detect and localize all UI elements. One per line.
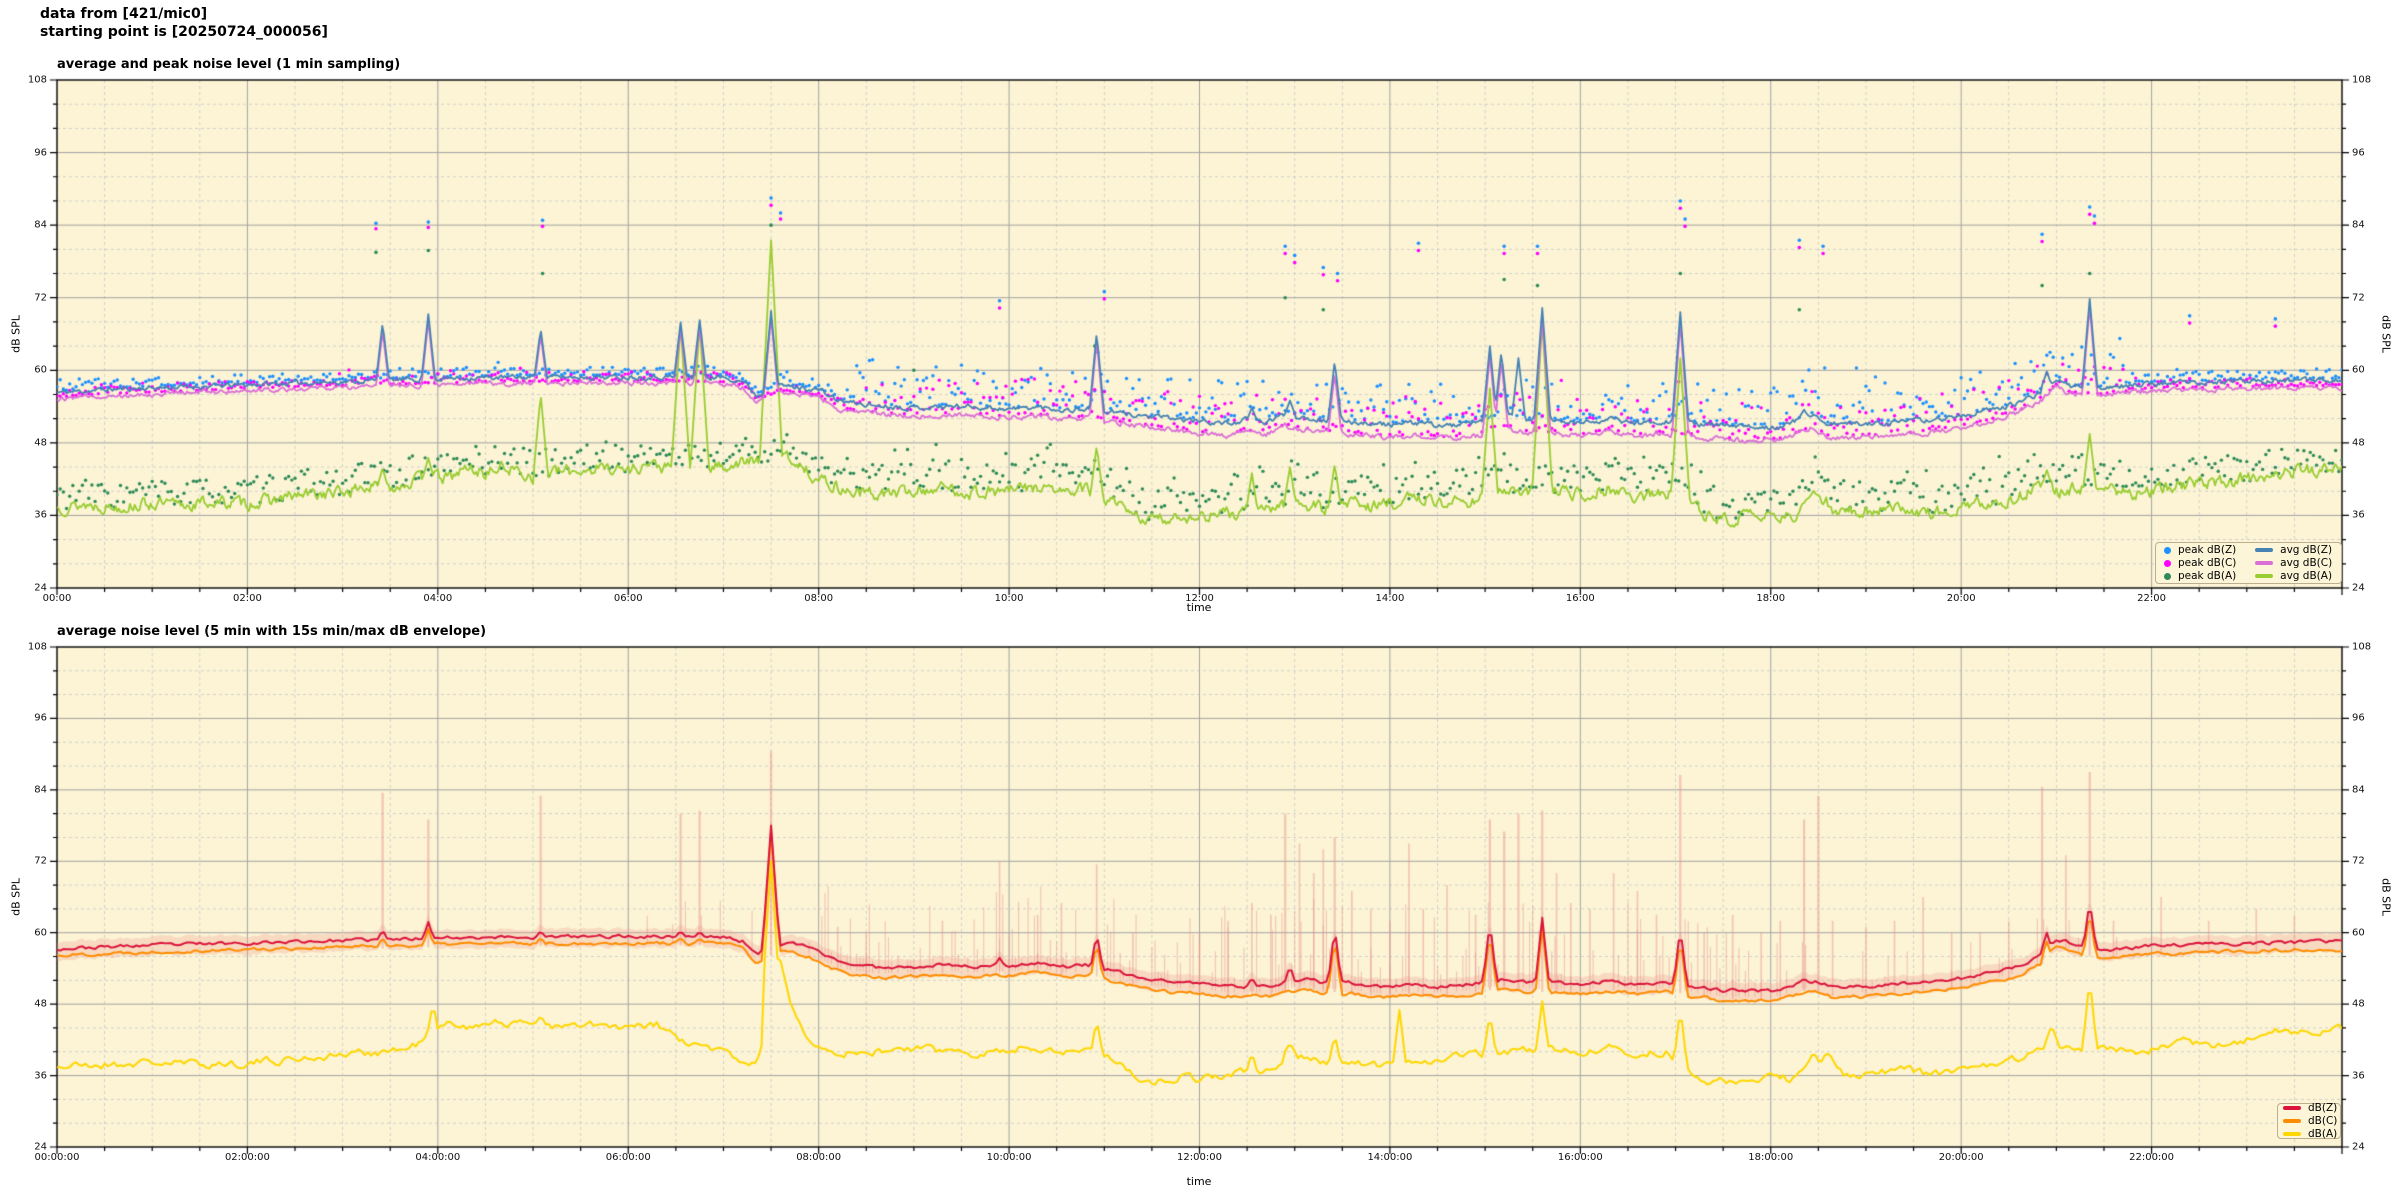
x-tick-label: 10:00:00 xyxy=(986,1152,1032,1163)
x-tick-label: 00:00 xyxy=(42,593,72,604)
legend-entry: peak dB(C) xyxy=(2164,557,2237,570)
y-tick-label: 48 xyxy=(34,998,47,1010)
x-tick-label: 04:00 xyxy=(423,593,453,604)
x-tick-label: 22:00 xyxy=(2137,593,2166,604)
header-line-starting-point: starting point is [20250724_000056] xyxy=(40,24,328,40)
legend-label: avg dB(Z) xyxy=(2280,544,2333,556)
x-tick-label: 22:00:00 xyxy=(2129,1152,2175,1163)
x-tick-label: 12:00:00 xyxy=(1177,1152,1222,1163)
legend-dot-marker-icon xyxy=(2164,559,2171,567)
legend-label: peak dB(C) xyxy=(2178,557,2237,569)
legend-line-marker-icon xyxy=(2283,1106,2301,1110)
x-tick-label: 08:00 xyxy=(804,593,834,604)
y-axis-label-top-left: dB SPL xyxy=(9,315,23,353)
y-tick-label: 72 xyxy=(2352,292,2365,304)
y-tick-label: 96 xyxy=(2352,712,2365,724)
y-tick-label: 36 xyxy=(2352,509,2365,521)
legend-label: avg dB(A) xyxy=(2280,570,2333,582)
chart-title-bottom: average noise level (5 min with 15s min/… xyxy=(57,624,487,639)
y-tick-label: 108 xyxy=(27,74,47,86)
y-tick-label: 96 xyxy=(2352,147,2365,159)
x-tick-label: 16:00:00 xyxy=(1557,1152,1603,1163)
x-tick-label: 04:00:00 xyxy=(415,1152,461,1163)
legend-entry: avg dB(Z) xyxy=(2255,544,2333,557)
legend-entry: avg dB(C) xyxy=(2255,557,2333,570)
y-tick-label: 72 xyxy=(2352,855,2365,867)
y-tick-label: 36 xyxy=(34,509,47,521)
y-tick-label: 84 xyxy=(34,784,47,796)
legend-label: avg dB(C) xyxy=(2280,557,2333,569)
x-tick-label: 16:00 xyxy=(1565,593,1595,604)
y-tick-label: 60 xyxy=(34,927,47,939)
y-tick-label: 48 xyxy=(2352,437,2365,449)
legend-line-marker-icon xyxy=(2255,561,2274,565)
y-tick-label: 96 xyxy=(34,712,47,724)
y-axis-label-bottom-left: dB SPL xyxy=(9,878,23,916)
y-tick-label: 108 xyxy=(2352,641,2372,653)
legend-label: dB(A) xyxy=(2308,1128,2338,1140)
y-tick-label: 36 xyxy=(34,1070,47,1082)
legend-entry: avg dB(A) xyxy=(2255,570,2333,583)
y-tick-label: 60 xyxy=(34,364,47,376)
y-tick-label: 108 xyxy=(2352,74,2372,86)
legend-bottom-chart: dB(Z) dB(C) dB(A) xyxy=(2277,1102,2341,1141)
legend-entry: dB(A) xyxy=(2283,1128,2337,1141)
legend-dot-marker-icon xyxy=(2164,572,2171,580)
legend-entry: dB(Z) xyxy=(2283,1102,2337,1115)
y-tick-label: 96 xyxy=(34,147,47,159)
legend-top-chart: peak dB(Z) avg dB(Z) peak dB(C) avg dB(C) pe… xyxy=(2155,542,2342,584)
legend-entry: dB(C) xyxy=(2283,1115,2337,1128)
y-tick-label: 72 xyxy=(34,292,47,304)
x-axis-label-top: time xyxy=(1186,601,1212,614)
legend-line-marker-icon xyxy=(2255,548,2274,552)
y-tick-label: 84 xyxy=(34,219,47,231)
legend-line-marker-icon xyxy=(2255,574,2274,578)
y-tick-label: 72 xyxy=(34,855,47,867)
y-tick-label: 108 xyxy=(27,641,47,653)
header-line-source: data from [421/mic0] xyxy=(40,6,208,22)
legend-label: dB(Z) xyxy=(2308,1102,2338,1114)
chart-title-top: average and peak noise level (1 min samp… xyxy=(57,57,401,72)
legend-line-marker-icon xyxy=(2283,1119,2301,1123)
y-tick-label: 84 xyxy=(2352,219,2365,231)
legend-line-marker-icon xyxy=(2283,1132,2301,1136)
y-tick-label: 60 xyxy=(2352,927,2365,939)
x-tick-label: 06:00 xyxy=(613,593,643,604)
legend-label: peak dB(A) xyxy=(2178,570,2237,582)
x-tick-label: 00:00:00 xyxy=(34,1152,80,1163)
y-tick-label: 24 xyxy=(2352,1141,2365,1153)
x-tick-label: 06:00:00 xyxy=(605,1152,651,1163)
x-tick-label: 18:00 xyxy=(1756,593,1786,604)
x-tick-label: 12:00 xyxy=(1185,593,1214,604)
x-tick-label: 10:00 xyxy=(994,593,1024,604)
y-tick-label: 60 xyxy=(2352,364,2365,376)
x-axis-label-bottom: time xyxy=(1186,1175,1212,1188)
legend-entry: peak dB(Z) xyxy=(2164,544,2237,557)
x-tick-label: 02:00:00 xyxy=(224,1152,270,1163)
legend-dot-marker-icon xyxy=(2164,546,2171,554)
y-tick-label: 48 xyxy=(2352,998,2365,1010)
y-axis-label-bottom-right: dB SPL xyxy=(2379,878,2393,916)
x-tick-label: 20:00 xyxy=(1946,593,1976,604)
x-tick-label: 20:00:00 xyxy=(1938,1152,1984,1163)
legend-entry: peak dB(A) xyxy=(2164,570,2237,583)
y-tick-label: 24 xyxy=(34,582,47,594)
x-tick-label: 14:00 xyxy=(1375,593,1405,604)
legend-label: dB(C) xyxy=(2308,1115,2338,1127)
x-tick-label: 08:00:00 xyxy=(796,1152,842,1163)
y-axis-label-top-right: dB SPL xyxy=(2379,315,2393,353)
legend-label: peak dB(Z) xyxy=(2178,544,2237,556)
y-tick-label: 84 xyxy=(2352,784,2365,796)
x-tick-label: 18:00:00 xyxy=(1748,1152,1794,1163)
y-tick-label: 24 xyxy=(2352,582,2365,594)
y-tick-label: 24 xyxy=(34,1141,47,1153)
x-tick-label: 02:00 xyxy=(232,593,262,604)
x-tick-label: 14:00:00 xyxy=(1367,1152,1413,1163)
y-tick-label: 36 xyxy=(2352,1070,2365,1082)
y-tick-label: 48 xyxy=(34,437,47,449)
